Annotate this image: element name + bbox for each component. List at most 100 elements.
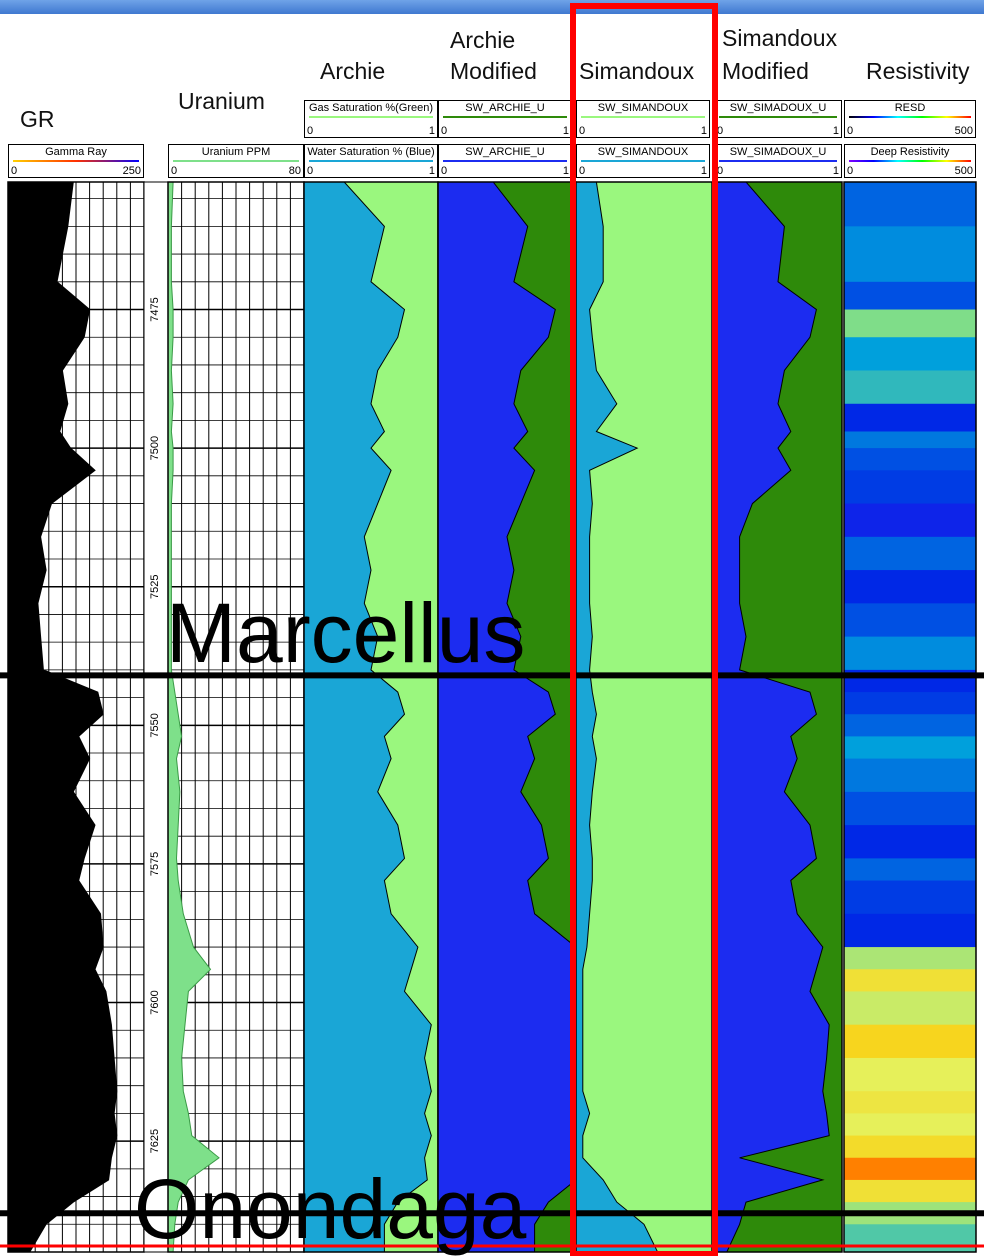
archie-gas-fill bbox=[343, 181, 439, 1253]
resistivity-band bbox=[844, 370, 976, 405]
simandoux-water-fill bbox=[575, 181, 659, 1253]
header-archie-water-max: 1 bbox=[428, 165, 435, 177]
header-uranium-scale bbox=[173, 160, 299, 162]
resistivity-band bbox=[844, 309, 976, 338]
header-archie-modified-b-min: 0 bbox=[441, 165, 448, 177]
header-simandoux-a-scale bbox=[581, 116, 705, 118]
simandoux-highlight-box bbox=[570, 3, 718, 1256]
header-simandoux-b: SW_SIMANDOUX 0 1 bbox=[576, 144, 710, 178]
resistivity-band bbox=[844, 431, 976, 449]
resistivity-band bbox=[844, 636, 976, 671]
zone-label-onondaga: Onondaga bbox=[134, 1162, 527, 1256]
header-simandoux-modified-b-scale bbox=[719, 160, 837, 162]
resistivity-band bbox=[844, 1113, 976, 1137]
uranium-fill bbox=[167, 181, 220, 1253]
window-top-bar bbox=[0, 0, 984, 14]
resistivity-band bbox=[844, 791, 976, 826]
header-resd: RESD 0 500 bbox=[844, 100, 976, 138]
resistivity-band bbox=[844, 1224, 976, 1253]
track-title-archie-modified-2: Modified bbox=[450, 58, 537, 84]
track-title-gr: GR bbox=[20, 106, 55, 132]
depth-tick-label: 7550 bbox=[149, 713, 161, 737]
resistivity-band bbox=[844, 182, 976, 227]
header-archie-gas: Gas Saturation %(Green) 0 1 bbox=[304, 100, 438, 138]
header-simandoux-modified-b-min: 0 bbox=[717, 165, 724, 177]
header-simandoux-b-name: SW_SIMANDOUX bbox=[597, 146, 689, 158]
header-simandoux-modified-a-scale bbox=[719, 116, 837, 118]
header-simandoux-modified-b-max: 1 bbox=[832, 165, 839, 177]
resistivity-band bbox=[844, 448, 976, 471]
resistivity-band bbox=[844, 858, 976, 882]
resistivity-band bbox=[844, 337, 976, 371]
track-title-simandoux: Simandoux bbox=[579, 58, 695, 84]
track-title-simandoux-modified-1: Simandoux bbox=[722, 25, 838, 51]
depth-tick-label: 7525 bbox=[149, 574, 161, 598]
header-uranium-min: 0 bbox=[171, 165, 178, 177]
resistivity-band bbox=[844, 714, 976, 737]
header-simandoux-modified-a: SW_SIMADOUX_U 0 1 bbox=[714, 100, 842, 138]
header-archie-gas-scale bbox=[309, 116, 433, 118]
resistivity-band bbox=[844, 470, 976, 505]
header-archie-water-min: 0 bbox=[307, 165, 314, 177]
header-simandoux-a-name: SW_SIMANDOUX bbox=[597, 102, 689, 114]
header-deep-resistivity: Deep Resistivity 0 500 bbox=[844, 144, 976, 178]
header-simandoux-modified-b-name: SW_SIMADOUX_U bbox=[729, 146, 827, 158]
header-archie-water-scale bbox=[309, 160, 433, 162]
header-archie-modified-a-min: 0 bbox=[441, 125, 448, 137]
header-deep-resistivity-name: Deep Resistivity bbox=[870, 146, 950, 158]
depth-tick-label: 7575 bbox=[149, 852, 161, 876]
resistivity-band bbox=[844, 603, 976, 638]
resistivity-band bbox=[844, 758, 976, 793]
resistivity-band bbox=[844, 947, 976, 970]
header-deep-resistivity-max: 500 bbox=[954, 165, 973, 177]
resistivity-band bbox=[844, 281, 976, 311]
header-gamma-ray: Gamma Ray 0 250 bbox=[8, 144, 144, 178]
header-simandoux-modified-a-name: SW_SIMADOUX_U bbox=[729, 102, 827, 114]
header-archie-water: Water Saturation % (Blue) 0 1 bbox=[304, 144, 438, 178]
header-uranium: Uranium PPM 0 80 bbox=[168, 144, 304, 178]
header-resd-max: 500 bbox=[954, 125, 973, 137]
resistivity-band bbox=[844, 1179, 976, 1203]
header-gamma-ray-min: 0 bbox=[11, 165, 18, 177]
zone-label-marcellus: Marcellus bbox=[166, 586, 526, 680]
header-archie-gas-min: 0 bbox=[307, 125, 314, 137]
gamma-ray-fill bbox=[7, 181, 118, 1253]
header-simandoux-a-max: 1 bbox=[700, 125, 707, 137]
resistivity-band bbox=[844, 570, 976, 604]
depth-tick-label: 7600 bbox=[149, 990, 161, 1014]
header-deep-resistivity-min: 0 bbox=[847, 165, 854, 177]
header-archie-modified-b-scale bbox=[443, 160, 567, 162]
header-archie-gas-name: Gas Saturation %(Green) bbox=[308, 102, 434, 114]
depth-tick-label: 7500 bbox=[149, 436, 161, 460]
header-archie-modified-a: SW_ARCHIE_U 0 1 bbox=[438, 100, 572, 138]
resistivity-band bbox=[844, 1157, 976, 1181]
track-title-archie: Archie bbox=[320, 58, 386, 84]
resistivity-band bbox=[844, 503, 976, 538]
header-resd-min: 0 bbox=[847, 125, 854, 137]
depth-track bbox=[143, 181, 169, 1253]
depth-tick-label: 7475 bbox=[149, 297, 161, 321]
resistivity-band bbox=[844, 736, 976, 760]
resistivity-band bbox=[844, 969, 976, 992]
resistivity-band bbox=[844, 825, 976, 859]
resistivity-band bbox=[844, 991, 976, 1026]
track-title-simandoux-modified-2: Modified bbox=[722, 58, 809, 84]
header-archie-modified-a-name: SW_ARCHIE_U bbox=[465, 102, 545, 114]
header-uranium-max: 80 bbox=[288, 165, 301, 177]
simandoux-modified-gas-fill bbox=[726, 181, 843, 1253]
track-title-archie-modified-1: Archie bbox=[450, 27, 516, 53]
resistivity-track-border bbox=[843, 181, 977, 1253]
header-resd-scale bbox=[849, 116, 971, 118]
header-archie-modified-b-name: SW_ARCHIE_U bbox=[465, 146, 545, 158]
header-gamma-ray-scale bbox=[13, 160, 139, 162]
resistivity-band bbox=[844, 1091, 976, 1114]
header-gamma-ray-name: Gamma Ray bbox=[45, 146, 107, 158]
header-simandoux-modified-a-max: 1 bbox=[832, 125, 839, 137]
header-simandoux-b-max: 1 bbox=[700, 165, 707, 177]
header-simandoux-modified-b: SW_SIMADOUX_U 0 1 bbox=[714, 144, 842, 178]
header-simandoux-b-min: 0 bbox=[579, 165, 586, 177]
resistivity-band bbox=[844, 880, 976, 915]
track-title-uranium: Uranium bbox=[178, 88, 265, 114]
resistivity-band bbox=[844, 913, 976, 948]
